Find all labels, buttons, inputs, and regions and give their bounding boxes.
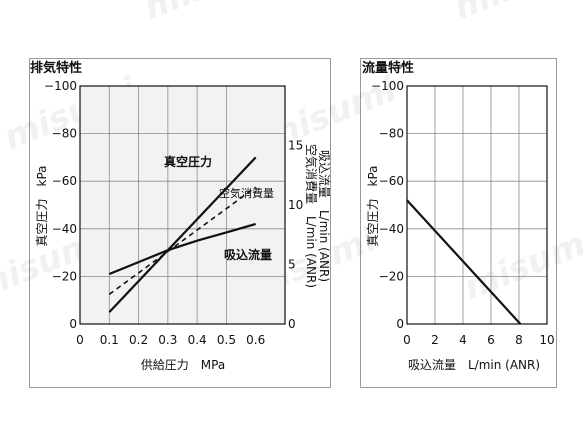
flow-plot-border xyxy=(406,85,548,325)
air-consumption-series-label: 空気消費量 xyxy=(219,186,274,200)
vacuum-pressure-series-label: 真空圧力 xyxy=(164,154,212,169)
y2-tick-label: 15 xyxy=(288,139,303,153)
y-tick-label: −80 xyxy=(52,127,77,141)
y2-tick-label: 5 xyxy=(288,258,296,272)
watermark-text: misumi xyxy=(448,0,583,28)
exhaust-y2-axis-label-1: 吸込流量 L/min (ANR) xyxy=(317,150,331,282)
plot-background xyxy=(80,86,285,324)
exhaust-y-axis-label: 真空圧力 kPa xyxy=(35,165,49,246)
flow-x-axis-label: 吸込流量 L/min (ANR) xyxy=(408,358,540,372)
flow-y-tick-labels: 0 −20 −40 −60 −80 −100 xyxy=(371,79,404,331)
x-tick-label: 0.3 xyxy=(158,333,177,347)
y-tick-label: −100 xyxy=(371,79,404,93)
flow-y-axis-label: 真空圧力 kPa xyxy=(366,165,380,246)
y-tick-label: −80 xyxy=(379,127,404,141)
suction-flow-series-label: 吸込流量 xyxy=(224,247,272,262)
x-tick-label: 2 xyxy=(431,333,439,347)
exhaust-y2-tick-labels: 0 5 10 15 xyxy=(288,139,303,332)
y-tick-label: 0 xyxy=(396,317,404,331)
y2-tick-label: 10 xyxy=(288,198,303,212)
exhaust-plot-border xyxy=(79,85,286,325)
exhaust-x-tick-labels: 0 0.1 0.2 0.3 0.4 0.5 0.6 xyxy=(76,333,265,347)
flow-chart-title: 流量特性 xyxy=(362,60,414,76)
exhaust-x-axis-label: 供給圧力 MPa xyxy=(141,358,225,372)
x-tick-label: 6 xyxy=(487,333,495,347)
x-tick-label: 8 xyxy=(515,333,523,347)
flow-chart-frame xyxy=(360,58,557,388)
watermark-text: misumi xyxy=(458,219,583,309)
exhaust-y2-axis-label-2: 空気消費量 L/min (ANR) xyxy=(304,144,319,288)
watermark-text: misumi xyxy=(138,0,283,28)
x-tick-label: 0.5 xyxy=(217,333,236,347)
y-tick-label: 0 xyxy=(69,317,77,331)
flow-x-tick-labels: 0 2 4 6 8 10 xyxy=(403,333,554,347)
series-line-0 xyxy=(108,156,257,313)
x-tick-label: 0.4 xyxy=(188,333,207,347)
y-tick-label: −20 xyxy=(379,269,404,283)
series-line-1 xyxy=(108,186,257,295)
x-tick-label: 4 xyxy=(459,333,467,347)
x-tick-label: 0.1 xyxy=(100,333,119,347)
y2-tick-label: 0 xyxy=(288,317,296,331)
series-line-2 xyxy=(108,222,257,276)
x-tick-label: 0 xyxy=(76,333,84,347)
flow-series xyxy=(406,199,522,325)
y-tick-label: −60 xyxy=(379,174,404,188)
exhaust-grid xyxy=(80,86,285,324)
x-tick-label: 0 xyxy=(403,333,411,347)
x-tick-label: 10 xyxy=(539,333,554,347)
flow-grid xyxy=(407,86,547,324)
series-line-0 xyxy=(406,199,522,325)
y-tick-label: −40 xyxy=(52,222,77,236)
exhaust-series xyxy=(108,156,257,313)
y-tick-label: −20 xyxy=(52,269,77,283)
y-tick-label: −100 xyxy=(44,79,77,93)
exhaust-chart-title: 排気特性 xyxy=(30,60,82,76)
y-tick-label: −40 xyxy=(379,222,404,236)
x-tick-label: 0.6 xyxy=(246,333,265,347)
y-tick-label: −60 xyxy=(52,174,77,188)
x-tick-label: 0.2 xyxy=(129,333,148,347)
exhaust-y-tick-labels: 0 −20 −40 −60 −80 −100 xyxy=(44,79,77,331)
